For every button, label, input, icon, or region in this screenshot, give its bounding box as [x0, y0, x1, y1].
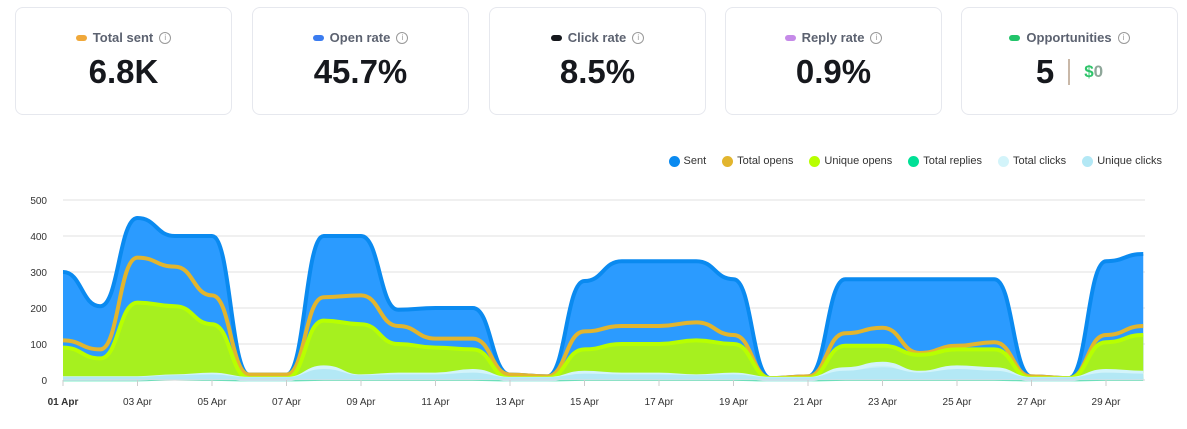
color-dot-icon — [312, 34, 324, 41]
legend-dot-icon — [1082, 155, 1094, 167]
y-tick-label: 100 — [30, 340, 47, 351]
info-icon[interactable]: i — [632, 31, 645, 44]
legend-item[interactable]: Total opens — [722, 155, 793, 167]
legend-dot-icon — [908, 155, 920, 167]
legend-item[interactable]: Unique opens — [809, 155, 892, 167]
y-tick-label: 0 — [41, 376, 47, 387]
series-line-0 — [62, 215, 1144, 381]
divider — [1068, 59, 1071, 85]
x-tick-label: 13 Apr — [496, 397, 526, 408]
stat-label: Total sent — [92, 30, 154, 45]
color-dot-icon — [75, 34, 87, 41]
y-tick-label: 500 — [30, 196, 47, 207]
legend-item[interactable]: Total clicks — [998, 155, 1066, 167]
x-tick-label: 25 Apr — [943, 397, 973, 408]
stat-card-reply-rate: Reply rate i 0.9% — [725, 7, 942, 115]
x-tick-label: 27 Apr — [1017, 397, 1047, 408]
legend-item[interactable]: Sent — [668, 155, 707, 167]
activity-chart: 0 100 200 300 400 500 01 Apr 03 Apr 05 Apr 07 Apr… — [30, 196, 1145, 408]
legend-item[interactable]: Unique clicks — [1082, 155, 1162, 167]
legend-dot-icon — [998, 155, 1009, 167]
y-tick-label: 200 — [30, 304, 47, 315]
stat-value: 5 — [1035, 53, 1055, 90]
legend-dot-icon — [722, 155, 734, 167]
stat-card-total-sent: Total sent i 6.8K — [15, 7, 232, 115]
opportunity-value: $0 — [1084, 62, 1104, 81]
x-tick-label: 29 Apr — [1092, 397, 1122, 408]
stat-label: Reply rate — [801, 30, 865, 45]
legend-dot-icon — [668, 155, 680, 167]
stat-value: 45.7% — [313, 53, 408, 90]
series-line-5 — [62, 367, 1144, 382]
color-dot-icon — [1009, 34, 1021, 41]
legend-label: Sent — [683, 155, 707, 167]
info-icon[interactable]: i — [870, 31, 883, 44]
info-icon[interactable]: i — [396, 31, 409, 44]
y-tick-label: 300 — [30, 268, 47, 279]
x-tick-label: 11 Apr — [421, 397, 450, 408]
series-line-1 — [62, 255, 1144, 381]
stat-label: Click rate — [567, 30, 627, 45]
color-dot-icon — [784, 34, 796, 41]
x-tick-label: 19 Apr — [719, 397, 749, 408]
legend-label: Total clicks — [1013, 155, 1067, 167]
x-tick-label: 09 Apr — [347, 397, 377, 408]
stat-card-opportunities: Opportunities i 5 $0 — [961, 7, 1178, 115]
stat-label: Open rate — [329, 30, 391, 45]
stat-label: Opportunities — [1026, 30, 1112, 45]
stat-value: 0.9% — [795, 53, 872, 90]
legend-item[interactable]: Total replies — [908, 155, 982, 167]
legend-label: Unique clicks — [1097, 155, 1162, 167]
x-tick-label: 23 Apr — [868, 397, 898, 408]
legend-label: Unique opens — [824, 155, 893, 167]
y-tick-label: 400 — [30, 232, 47, 243]
stat-card-open-rate: Open rate i 45.7% — [252, 7, 469, 115]
stat-card-click-rate: Click rate i 8.5% — [489, 7, 706, 115]
color-dot-icon — [550, 34, 562, 41]
x-tick-label: 01 Apr — [48, 397, 79, 408]
info-icon[interactable]: i — [1117, 31, 1130, 44]
chart-legend: Sent Total opens Unique opens Total replies… — [668, 155, 1162, 167]
stat-value: 6.8K — [88, 53, 159, 90]
stat-value: 8.5% — [559, 53, 636, 90]
x-tick-label: 03 Apr — [123, 397, 153, 408]
x-tick-label: 05 Apr — [198, 397, 228, 408]
x-tick-label: 07 Apr — [272, 397, 302, 408]
x-tick-label: 21 Apr — [794, 397, 824, 408]
legend-label: Total opens — [737, 155, 794, 167]
legend-dot-icon — [809, 155, 821, 167]
legend-label: Total replies — [923, 155, 982, 167]
x-tick-label: 17 Apr — [645, 397, 675, 408]
info-icon[interactable]: i — [159, 31, 172, 44]
series-line-2 — [62, 300, 1144, 381]
x-tick-label: 15 Apr — [570, 397, 600, 408]
